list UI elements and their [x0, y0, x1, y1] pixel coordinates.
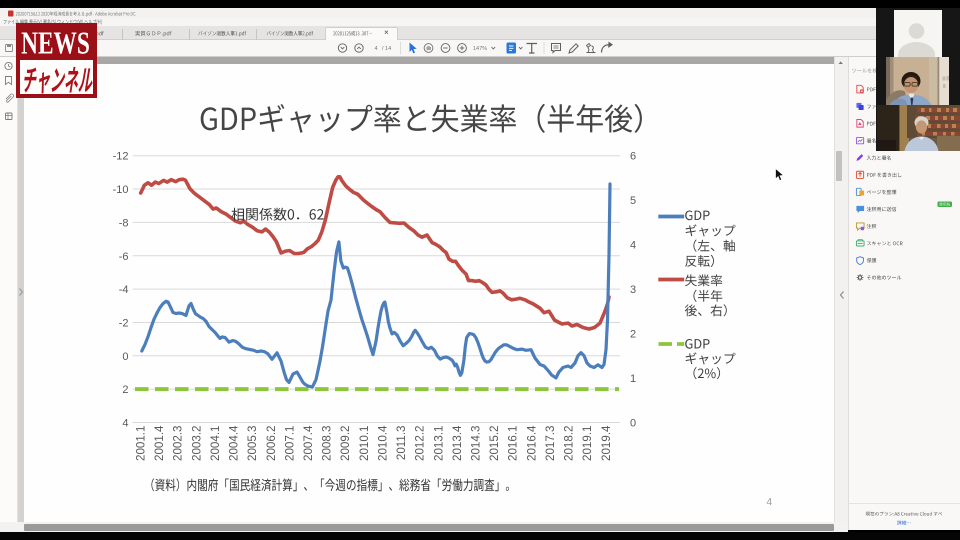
- svg-text:2001.4: 2001.4: [153, 425, 166, 461]
- svg-text:2002.3: 2002.3: [172, 426, 185, 461]
- svg-text:-6: -6: [119, 251, 129, 263]
- svg-text:2019.4: 2019.4: [600, 425, 613, 461]
- svg-text:2: 2: [630, 329, 636, 341]
- svg-text:2017.3: 2017.3: [544, 426, 557, 461]
- svg-text:NEWS: NEWS: [21, 26, 90, 61]
- svg-text:2004.4: 2004.4: [228, 425, 241, 461]
- svg-text:2018.2: 2018.2: [563, 426, 576, 461]
- svg-text:2005.3: 2005.3: [246, 426, 259, 461]
- svg-text:2009.2: 2009.2: [339, 426, 352, 461]
- svg-text:3: 3: [630, 284, 636, 296]
- svg-text:2012.2: 2012.2: [414, 426, 427, 461]
- svg-text:4: 4: [375, 46, 378, 52]
- svg-text:2013.1: 2013.1: [432, 426, 445, 461]
- svg-text:0: 0: [122, 351, 128, 363]
- svg-text:2016.1: 2016.1: [507, 426, 520, 461]
- svg-text:1: 1: [630, 373, 636, 385]
- svg-text:4: 4: [630, 240, 636, 252]
- svg-text:2006.2: 2006.2: [265, 426, 278, 461]
- svg-text:2011.3: 2011.3: [395, 426, 408, 461]
- svg-text:2010.1: 2010.1: [358, 426, 371, 461]
- svg-text:2: 2: [122, 384, 128, 396]
- svg-text:2007.1: 2007.1: [283, 426, 296, 461]
- svg-text:0: 0: [630, 418, 636, 430]
- svg-text:2001.1: 2001.1: [134, 426, 147, 461]
- svg-text:/ 14: / 14: [382, 46, 391, 52]
- svg-text:-10: -10: [113, 184, 129, 196]
- svg-text:147%: 147%: [473, 46, 487, 52]
- svg-text:6: 6: [630, 151, 636, 163]
- svg-text:-2: -2: [119, 317, 129, 329]
- svg-text:-4: -4: [119, 284, 129, 296]
- svg-text:2016.4: 2016.4: [525, 425, 538, 461]
- svg-text:2007.4: 2007.4: [302, 425, 315, 461]
- svg-text:2015.2: 2015.2: [488, 426, 501, 461]
- svg-text:-12: -12: [113, 151, 129, 163]
- svg-text:2004.1: 2004.1: [209, 426, 222, 461]
- svg-text:2014.3: 2014.3: [470, 426, 483, 461]
- svg-text:2008.3: 2008.3: [321, 426, 334, 461]
- svg-text:4: 4: [767, 497, 773, 508]
- svg-text:4: 4: [122, 418, 128, 430]
- svg-text:2013.4: 2013.4: [451, 425, 464, 461]
- svg-text:2010.4: 2010.4: [377, 425, 390, 461]
- svg-text:-8: -8: [119, 217, 129, 229]
- svg-text:2003.2: 2003.2: [190, 426, 203, 461]
- svg-text:2019.1: 2019.1: [581, 426, 594, 461]
- svg-text:5: 5: [630, 195, 636, 207]
